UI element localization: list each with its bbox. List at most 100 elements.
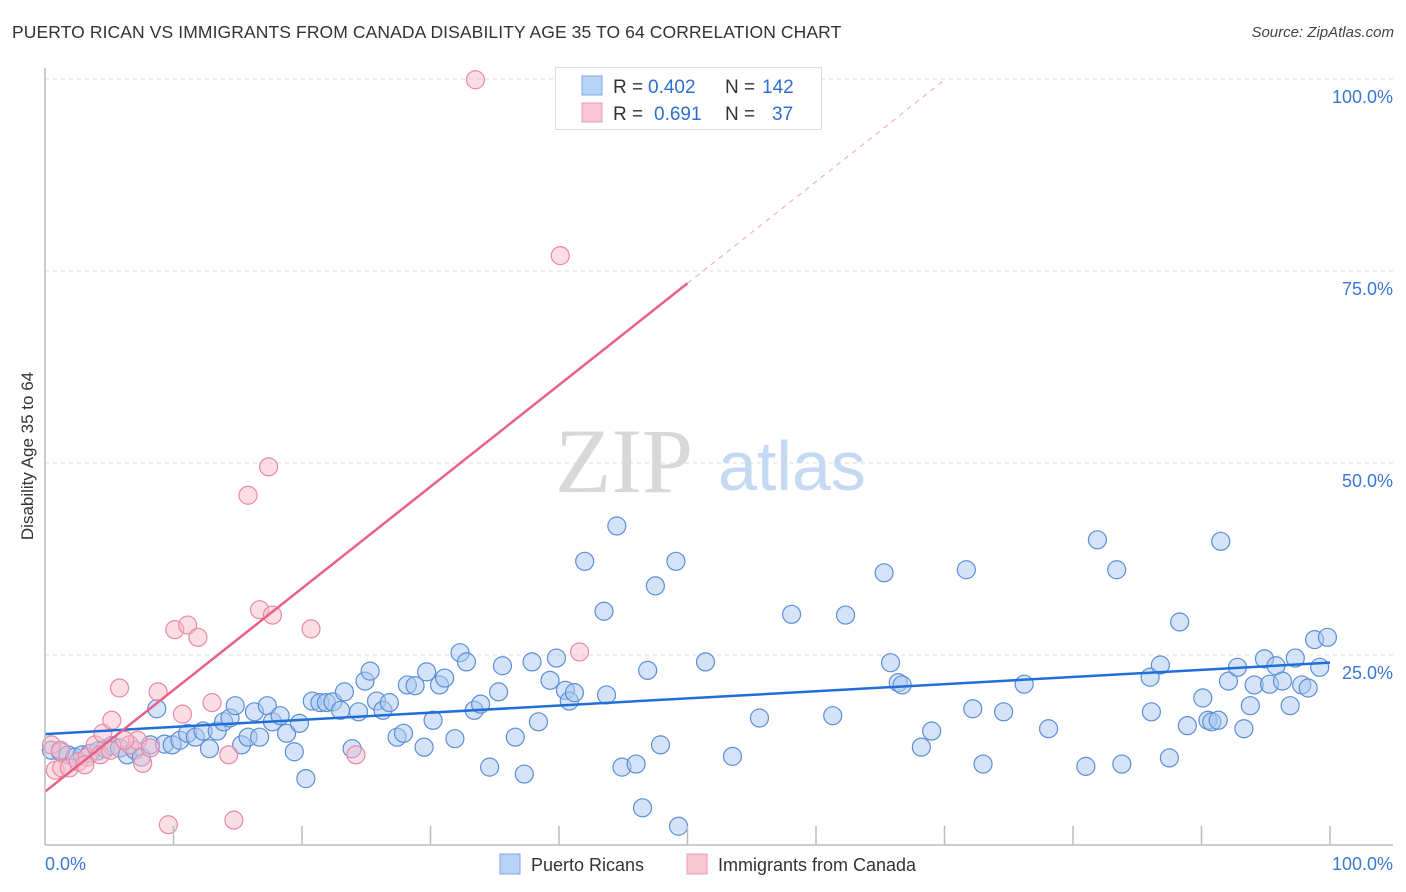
point-puerto-ricans [575, 551, 595, 571]
point-immigrants-canada [133, 753, 153, 773]
legend-swatch-immigrants-canada [686, 853, 708, 875]
r-label-blue: R = [613, 77, 643, 98]
y-tick-label: 25.0% [1342, 663, 1393, 683]
point-puerto-ricans [528, 712, 549, 732]
point-immigrants-canada [262, 605, 283, 625]
point-immigrants-canada [172, 704, 193, 724]
point-puerto-ricans [514, 764, 534, 784]
chart-title: PUERTO RICAN VS IMMIGRANTS FROM CANADA D… [12, 22, 842, 42]
point-puerto-ricans [405, 676, 425, 696]
point-puerto-ricans [1285, 648, 1305, 668]
point-immigrants-canada [238, 485, 258, 505]
r-value-pink: 0.691 [654, 104, 702, 125]
series-legend: Puerto Ricans Immigrants from Canada [499, 853, 917, 875]
watermark-atlas: atlas [718, 427, 866, 505]
legend-swatch-puerto-ricans [499, 853, 521, 875]
point-immigrants-canada [258, 457, 279, 477]
trend-line-immigrants-canada [44, 282, 689, 793]
point-puerto-ricans [1218, 671, 1239, 691]
point-puerto-ricans [284, 742, 304, 762]
point-puerto-ricans [1112, 754, 1132, 774]
point-puerto-ricans [393, 723, 414, 743]
point-puerto-ricans [249, 727, 270, 747]
point-puerto-ricans [540, 670, 560, 690]
point-puerto-ricans [489, 682, 509, 702]
point-puerto-ricans [874, 563, 894, 583]
point-puerto-ricans [1159, 748, 1179, 768]
point-puerto-ricans [1272, 671, 1293, 691]
trend-line-puerto-ricans [44, 661, 1331, 736]
point-puerto-ricans [1150, 655, 1170, 675]
point-puerto-ricans [522, 652, 542, 672]
point-puerto-ricans [379, 693, 399, 713]
pink-swatch [581, 102, 603, 123]
point-puerto-ricans [1014, 674, 1034, 694]
point-immigrants-canada [569, 642, 590, 662]
point-puerto-ricans [880, 653, 901, 673]
point-puerto-ricans [645, 576, 665, 596]
point-immigrants-canada [115, 730, 135, 750]
point-puerto-ricans [626, 754, 646, 774]
point-puerto-ricans [1141, 702, 1161, 722]
point-puerto-ricans [480, 757, 500, 777]
point-puerto-ricans [276, 723, 297, 743]
point-immigrants-canada [550, 246, 570, 266]
point-puerto-ricans [722, 746, 743, 766]
y-tick-label: 50.0% [1342, 471, 1393, 491]
y-tick-label: 75.0% [1342, 279, 1393, 299]
point-puerto-ricans [445, 729, 465, 749]
point-puerto-ricans [417, 662, 437, 682]
point-puerto-ricans [1208, 710, 1228, 730]
blue-swatch [581, 75, 603, 96]
point-immigrants-canada [224, 810, 244, 830]
point-puerto-ricans [695, 652, 716, 672]
point-immigrants-canada [202, 693, 222, 713]
point-immigrants-canada [50, 740, 71, 760]
point-immigrants-canada [188, 627, 208, 647]
n-label-pink: N = [725, 104, 755, 125]
point-puerto-ricans [1087, 530, 1108, 550]
point-puerto-ricans [781, 604, 802, 624]
x-tick-label-min: 0.0% [45, 854, 86, 874]
point-puerto-ricans [650, 735, 671, 755]
legend-label-puerto-ricans: Puerto Ricans [531, 855, 644, 875]
point-puerto-ricans [594, 601, 614, 621]
point-puerto-ricans [505, 727, 525, 747]
point-puerto-ricans [492, 656, 513, 676]
point-puerto-ricans [973, 754, 993, 774]
point-puerto-ricans [749, 708, 770, 728]
point-puerto-ricans [1211, 531, 1231, 551]
point-puerto-ricans [423, 710, 443, 730]
point-puerto-ricans [911, 737, 931, 757]
point-puerto-ricans [666, 551, 686, 571]
n-label-blue: N = [725, 77, 755, 98]
source-label: Source: ZipAtlas.com [1251, 24, 1394, 41]
n-value-pink: 37 [772, 104, 793, 125]
point-puerto-ricans [823, 706, 843, 726]
point-puerto-ricans [632, 798, 653, 818]
y-tick-label: 100.0% [1332, 87, 1393, 107]
point-puerto-ricans [963, 699, 983, 719]
y-tick-labels: 25.0% 50.0% 75.0% 100.0% [1332, 87, 1393, 683]
point-puerto-ricans [956, 560, 976, 580]
axes [44, 68, 1393, 846]
point-puerto-ricans [1317, 627, 1338, 647]
x-tick-label-max: 100.0% [1332, 854, 1393, 874]
trend-line-extension [687, 79, 945, 284]
point-immigrants-canada [109, 678, 130, 698]
gridlines [45, 78, 1393, 656]
legend-label-immigrants-canada: Immigrants from Canada [718, 855, 917, 875]
point-puerto-ricans [1170, 612, 1190, 632]
point-puerto-ricans [564, 683, 585, 703]
point-puerto-ricans [638, 660, 658, 680]
point-immigrants-canada [140, 738, 160, 758]
point-puerto-ricans [456, 652, 477, 672]
point-puerto-ricans [1234, 719, 1254, 739]
point-puerto-ricans [289, 713, 310, 733]
point-puerto-ricans [1310, 657, 1330, 677]
y-axis-label: Disability Age 35 to 64 [18, 372, 37, 540]
data-points [41, 70, 1338, 836]
point-puerto-ricans [1107, 560, 1127, 580]
point-immigrants-canada [178, 615, 198, 635]
